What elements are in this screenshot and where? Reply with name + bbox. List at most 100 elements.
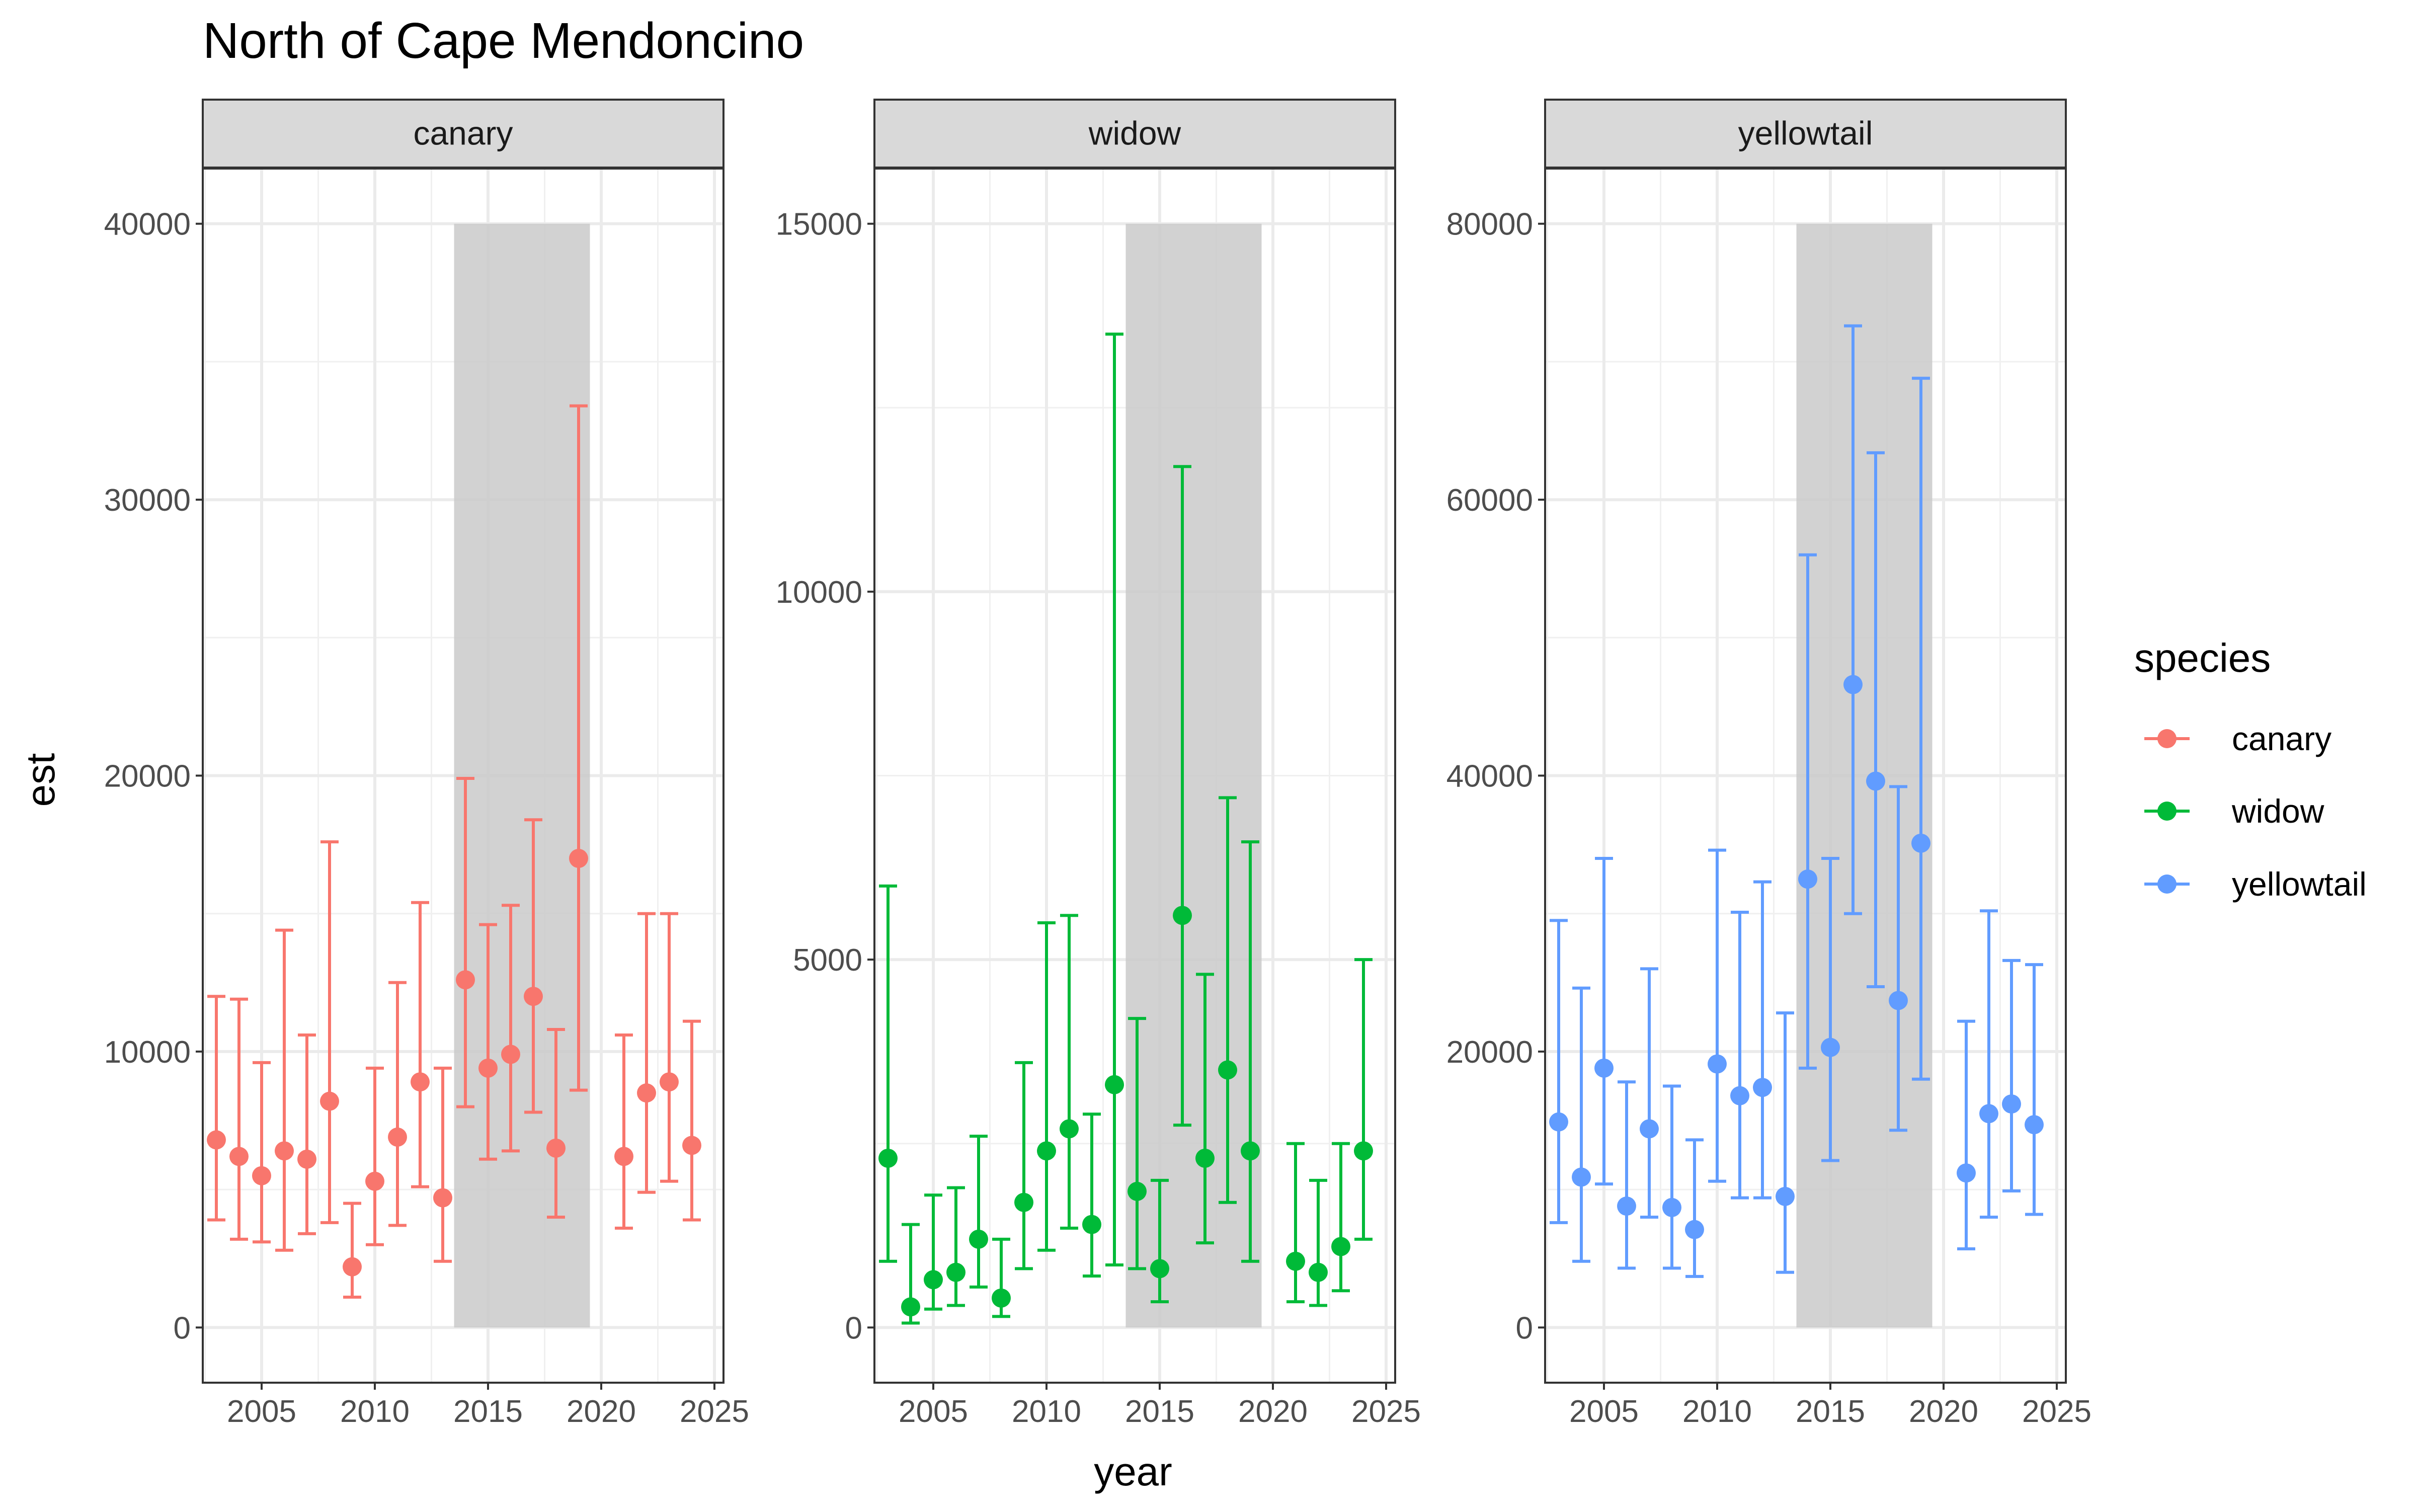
data-point [1640, 1119, 1659, 1139]
data-point [478, 1058, 498, 1078]
x-tick-label: 2025 [680, 1394, 749, 1429]
data-point [1060, 1119, 1079, 1139]
legend-entry-canary: canary [2144, 720, 2331, 757]
legend-label: widow [2231, 792, 2324, 830]
x-tick-label: 2025 [1351, 1394, 1421, 1429]
data-point [1354, 1141, 1373, 1161]
x-tick-label: 2010 [1012, 1394, 1081, 1429]
data-point [614, 1147, 633, 1166]
shaded-region [1796, 223, 1933, 1328]
legend-entry-yellowtail: yellowtail [2144, 865, 2367, 903]
shaded-region [454, 223, 590, 1328]
chart-title: North of Cape Mendoncino [203, 13, 804, 69]
data-point [1218, 1060, 1237, 1080]
data-point [1798, 869, 1817, 889]
data-point [1889, 991, 1908, 1010]
data-point [1776, 1186, 1795, 1206]
data-point [1331, 1237, 1350, 1256]
y-tick-label: 20000 [1446, 1035, 1533, 1070]
y-tick-label: 5000 [793, 943, 862, 978]
data-point [1708, 1054, 1727, 1074]
data-point [1549, 1112, 1568, 1132]
y-tick-label: 40000 [1446, 759, 1533, 794]
y-tick-label: 20000 [104, 759, 191, 794]
legend: species canary widow yellowtail [2134, 635, 2367, 903]
data-point [1594, 1058, 1614, 1078]
data-point [1309, 1262, 1328, 1282]
x-axis-title: year [1094, 1449, 1172, 1494]
x-tick-label: 2020 [1238, 1394, 1308, 1429]
data-point [1685, 1220, 1704, 1239]
x-tick-label: 2015 [1796, 1394, 1865, 1429]
x-tick-label: 2015 [1125, 1394, 1194, 1429]
data-point [924, 1270, 943, 1290]
data-point [1843, 675, 1863, 694]
data-point [1082, 1215, 1101, 1234]
data-point [1866, 771, 1885, 791]
legend-title: species [2134, 635, 2271, 680]
data-point [207, 1130, 226, 1150]
y-tick-label: 60000 [1446, 483, 1533, 518]
data-point [501, 1045, 520, 1064]
data-point [297, 1149, 316, 1169]
y-tick-label: 0 [845, 1311, 862, 1345]
data-point [1979, 1104, 1998, 1124]
data-point [433, 1188, 452, 1208]
data-point [1957, 1163, 1976, 1183]
shaded-region [1125, 223, 1262, 1328]
data-point [1730, 1086, 1749, 1105]
data-point [524, 987, 543, 1006]
data-point [637, 1083, 656, 1103]
data-point [2025, 1115, 2044, 1135]
data-point [229, 1147, 249, 1166]
y-tick-label: 30000 [104, 483, 191, 518]
legend-label: canary [2232, 720, 2331, 757]
y-tick-label: 0 [1516, 1311, 1533, 1345]
x-tick-label: 2005 [899, 1394, 968, 1429]
y-tick-label: 10000 [776, 575, 862, 610]
data-point [411, 1072, 430, 1092]
data-point [1037, 1141, 1056, 1161]
y-tick-label: 40000 [104, 207, 191, 242]
data-point [320, 1091, 339, 1111]
data-point [365, 1171, 384, 1191]
data-point [569, 849, 588, 868]
panel-border [873, 168, 1396, 1384]
data-point [343, 1257, 362, 1277]
legend-label: yellowtail [2232, 865, 2367, 903]
legend-key-point [2157, 729, 2177, 748]
x-tick-label: 2025 [2022, 1394, 2091, 1429]
data-point [946, 1262, 965, 1282]
data-point [1821, 1038, 1840, 1057]
y-tick-label: 80000 [1446, 207, 1533, 242]
data-point [252, 1166, 271, 1185]
panels-layer: canary 0 10000 20000 30000 40000 2005 2010 2015 2… [104, 99, 2091, 1429]
data-point [901, 1297, 920, 1317]
data-point [456, 970, 475, 990]
x-tick-label: 2010 [340, 1394, 410, 1429]
facet-strip [873, 99, 1396, 169]
x-tick-label: 2010 [1682, 1394, 1752, 1429]
data-point [1617, 1197, 1636, 1216]
data-point [1911, 833, 1930, 853]
legend-key-point [2157, 802, 2177, 821]
x-tick-label: 2020 [567, 1394, 636, 1429]
data-point [992, 1288, 1011, 1308]
data-point [1286, 1251, 1305, 1271]
data-point [878, 1148, 898, 1168]
data-point [388, 1127, 407, 1147]
data-point [969, 1229, 988, 1249]
x-tick-label: 2015 [453, 1394, 523, 1429]
data-point [1014, 1192, 1033, 1212]
data-point [682, 1136, 701, 1155]
facet-strip-label: widow [1088, 115, 1181, 152]
facet-strip-label: canary [413, 115, 513, 152]
facet-strip-label: yellowtail [1738, 115, 1873, 152]
x-tick-label: 2020 [1909, 1394, 1978, 1429]
data-point [275, 1141, 294, 1161]
data-point [660, 1072, 679, 1092]
data-point [1150, 1259, 1169, 1279]
data-point [1173, 906, 1192, 925]
